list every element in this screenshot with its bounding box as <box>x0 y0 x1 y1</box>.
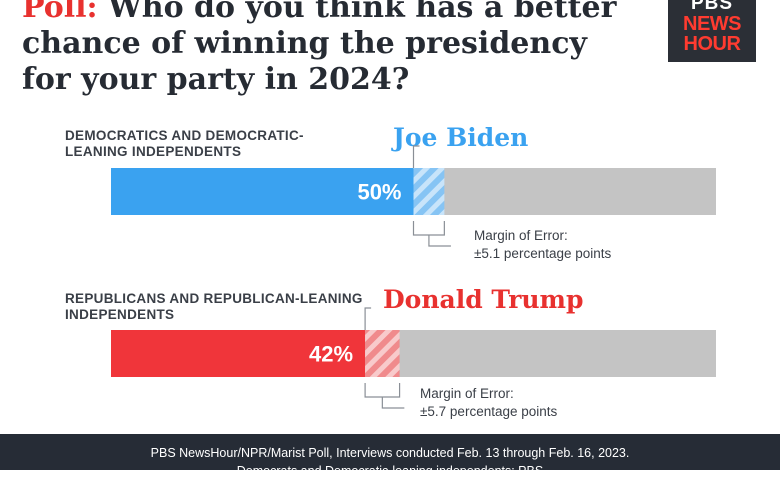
moe-biden: Margin of Error: ±5.1 percentage points <box>474 227 611 263</box>
logo-line-1: PBS <box>690 0 734 14</box>
chart-title: Poll: Who do you think has a better chan… <box>22 0 622 98</box>
moe-trump: Margin of Error: ±5.7 percentage points <box>420 385 557 421</box>
candidate-connector-trump <box>364 307 372 330</box>
footer-source: PBS NewsHour/NPR/Marist Poll, Interviews… <box>150 446 630 460</box>
pbs-newshour-logo: PBS NEWS HOUR <box>668 0 756 62</box>
moe-title-trump: Margin of Error: <box>420 386 514 401</box>
footer: PBS NewsHour/NPR/Marist Poll, Interviews… <box>0 434 780 478</box>
moe-bracket-trump <box>364 383 401 398</box>
logo-line-3: HOUR <box>683 33 741 55</box>
logo-line-2: NEWS <box>683 13 742 35</box>
moe-text-trump: ±5.7 percentage points <box>420 404 558 419</box>
bar-chart: 50% 42% <box>111 145 716 409</box>
candidate-connector-biden <box>412 145 420 168</box>
candidate-label-trump: Donald Trump <box>383 285 584 314</box>
moe-bracket-biden <box>412 221 445 236</box>
value-label-trump: 42% <box>309 342 353 367</box>
moe-text-biden: ±5.1 percentage points <box>474 246 612 261</box>
moe-band-upper-trump <box>365 330 400 377</box>
moe-title-biden: Margin of Error: <box>474 228 568 243</box>
footer-credit: Democrats and Democratic-leaning indepen… <box>236 464 544 478</box>
moe-leader-trump <box>381 397 405 409</box>
moe-band-upper-biden <box>413 168 445 215</box>
group-label-republicans: REPUBLICANS AND REPUBLICAN-LEANING INDEP… <box>65 291 363 322</box>
title-prefix: Poll: <box>22 0 98 25</box>
bar-biden <box>111 168 414 215</box>
moe-leader-biden <box>428 235 451 247</box>
group-label-democrats: DEMOCRATICS AND DEMOCRATIC-LEANING INDEP… <box>65 128 304 159</box>
candidate-label-biden: Joe Biden <box>393 123 529 152</box>
value-label-biden: 50% <box>357 180 401 205</box>
title-text: Who do you think has a better chance of … <box>22 0 617 97</box>
bar-trump <box>111 330 366 377</box>
